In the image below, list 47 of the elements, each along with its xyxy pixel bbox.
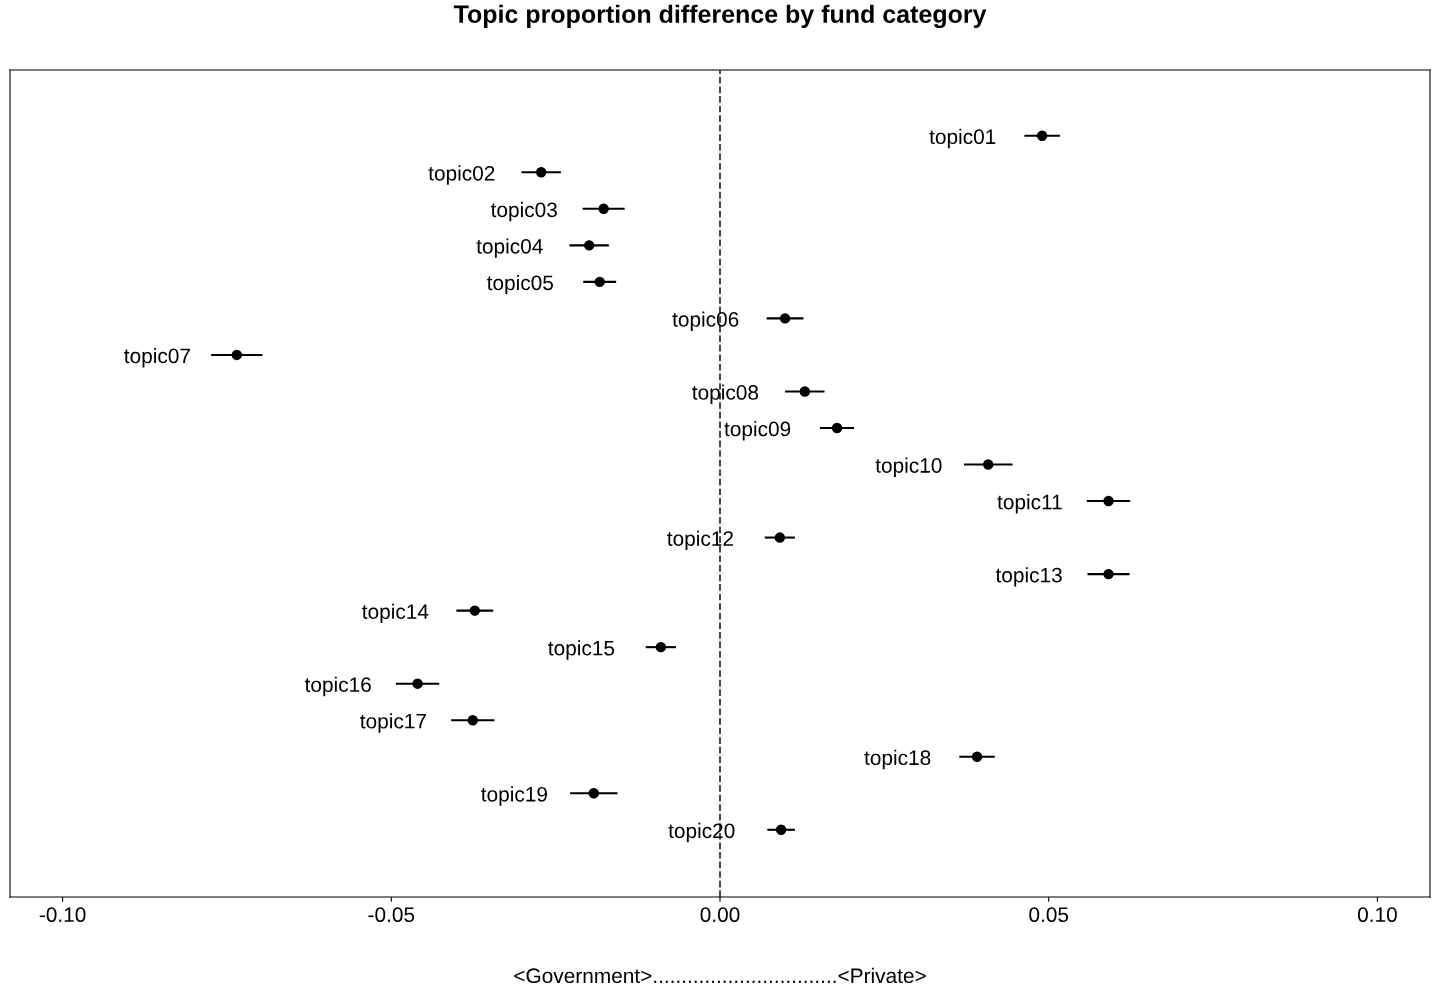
y-tick-label: topic03: [490, 201, 557, 222]
point: [983, 459, 994, 470]
point: [799, 386, 811, 397]
y-tick-label: topic15: [548, 640, 615, 660]
x-tick-label: 0.00: [700, 907, 740, 923]
y-tick-label: topic13: [995, 567, 1062, 587]
y-tick-label: topic09: [724, 421, 791, 441]
point: [467, 714, 479, 726]
point: [583, 240, 595, 251]
point: [594, 276, 605, 288]
y-tick-label: topic17: [360, 713, 426, 733]
point: [588, 788, 599, 799]
y-tick-label: topic02: [428, 165, 495, 185]
y-tick-label: topic05: [487, 274, 553, 295]
point: [469, 605, 480, 616]
point: [655, 641, 667, 653]
y-tick-label: topic12: [667, 530, 733, 551]
x-axis-title: <Government>................................<Private>: [514, 967, 926, 984]
y-tick-label: topic18: [864, 749, 931, 770]
y-tick-label: topic20: [668, 822, 735, 843]
x-tick-label: 0.10: [1357, 907, 1397, 923]
y-tick-label: topic01: [929, 128, 996, 149]
x-tick-label: 0.05: [1029, 907, 1069, 923]
y-tick-label: topic11: [997, 494, 1062, 514]
y-tick-label: topic08: [692, 384, 759, 404]
y-tick-label: topic14: [362, 603, 429, 624]
point: [971, 751, 983, 762]
y-tick-label: topic16: [304, 676, 371, 697]
chart-title: Topic proportion difference by fund category: [453, 4, 987, 29]
point: [779, 313, 791, 324]
point: [774, 532, 786, 543]
point: [1103, 495, 1114, 507]
y-tick-label: topic10: [875, 457, 942, 477]
point: [775, 824, 787, 835]
point: [412, 678, 423, 689]
point: [1103, 568, 1114, 580]
x-tick-label: -0.05: [368, 907, 415, 923]
y-tick-label: topic06: [672, 311, 739, 331]
y-tick-label: topic04: [476, 238, 543, 258]
point: [598, 203, 609, 215]
point: [231, 349, 243, 361]
point: [1036, 130, 1048, 141]
y-tick-label: topic19: [481, 786, 547, 806]
point: [535, 167, 547, 178]
y-tick-label: topic07: [124, 347, 190, 368]
point: [831, 422, 843, 434]
x-tick-label: -0.10: [39, 907, 86, 923]
